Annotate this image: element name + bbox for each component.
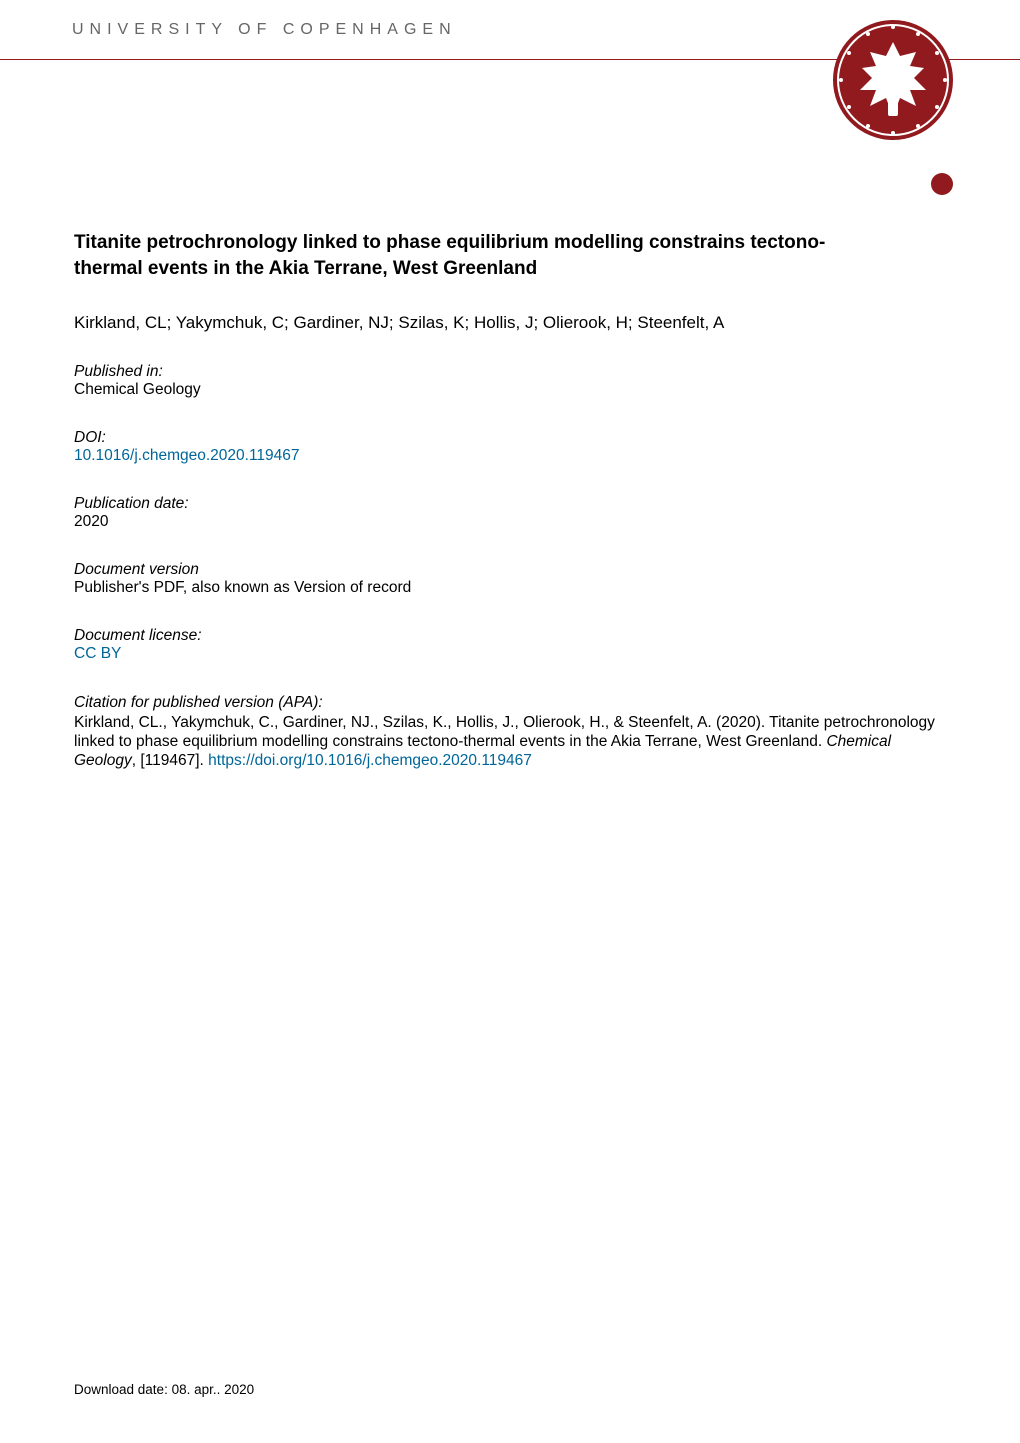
- citation-body-mid: , [119467].: [132, 752, 208, 769]
- citation-heading: Citation for published version (APA):: [74, 693, 946, 712]
- published-in-value: Chemical Geology: [74, 381, 946, 399]
- field-doi: DOI: 10.1016/j.chemgeo.2020.119467: [74, 429, 946, 465]
- title-line1: Titanite petrochronology linked to phase…: [74, 232, 825, 253]
- citation-doi-link[interactable]: https://doi.org/10.1016/j.chemgeo.2020.1…: [208, 752, 532, 769]
- published-in-label: Published in:: [74, 363, 946, 381]
- field-publication-date: Publication date: 2020: [74, 495, 946, 531]
- document-license-label: Document license:: [74, 627, 946, 645]
- doi-link[interactable]: 10.1016/j.chemgeo.2020.119467: [74, 447, 300, 464]
- authors-line: Kirkland, CL; Yakymchuk, C; Gardiner, NJ…: [74, 313, 946, 333]
- letterhead-text: UNIVERSITY OF COPENHAGEN: [72, 21, 457, 39]
- page: UNIVERSITY OF COPENHAGEN T: [0, 0, 1020, 1443]
- publication-date-value: 2020: [74, 513, 946, 531]
- document-version-label: Document version: [74, 561, 946, 579]
- document-version-value: Publisher's PDF, also known as Version o…: [74, 579, 946, 597]
- field-document-license: Document license: CC BY: [74, 627, 946, 663]
- doi-label: DOI:: [74, 429, 946, 447]
- download-date-footer: Download date: 08. apr.. 2020: [74, 1382, 254, 1397]
- field-document-version: Document version Publisher's PDF, also k…: [74, 561, 946, 597]
- university-seal: [824, 12, 962, 202]
- document-license-link[interactable]: CC BY: [74, 645, 121, 662]
- seal-icon: [824, 12, 962, 202]
- title-line2: thermal events in the Akia Terrane, West…: [74, 258, 537, 279]
- page-title: Titanite petrochronology linked to phase…: [74, 230, 944, 281]
- field-published-in: Published in: Chemical Geology: [74, 363, 946, 399]
- citation-body-prefix: Kirkland, CL., Yakymchuk, C., Gardiner, …: [74, 714, 935, 750]
- publication-date-label: Publication date:: [74, 495, 946, 513]
- citation-block: Citation for published version (APA): Ki…: [74, 693, 946, 771]
